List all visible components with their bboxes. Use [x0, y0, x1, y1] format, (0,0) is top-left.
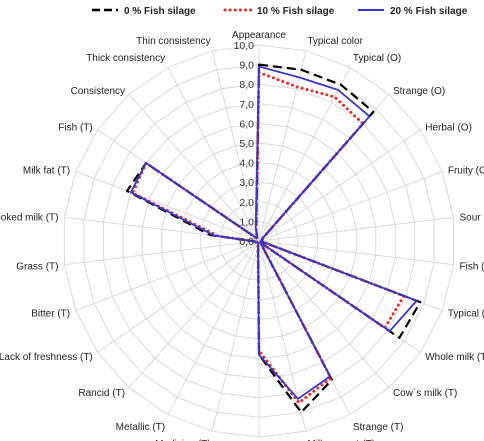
axis-label: Typical (T)	[448, 309, 484, 320]
axis-label: Medicine (T)	[155, 439, 211, 441]
tick-label: 1,0	[239, 216, 254, 228]
grid-spoke	[75, 240, 260, 311]
axis-label: Milk fat (T)	[23, 165, 70, 176]
series-line	[125, 63, 422, 414]
grid-spoke	[75, 171, 260, 242]
grid-spoke	[64, 240, 260, 266]
tick-label: 9,0	[239, 60, 254, 72]
tick-label: 3,0	[239, 177, 254, 189]
axis-labels: Appearance Typical color Typical (O) Strang…	[0, 30, 484, 441]
axis-label: Fish (T)	[58, 122, 92, 133]
grid-spoke	[128, 240, 260, 389]
axis-label: Appearance	[232, 30, 286, 41]
series-line	[129, 65, 418, 400]
tick-label: 7,0	[239, 99, 254, 111]
grid-spoke	[258, 240, 390, 389]
axis-label: Whole milk (T)	[425, 352, 484, 363]
tick-label: 10,0	[234, 40, 255, 52]
axis-label: Thick consistency	[86, 53, 165, 64]
grid-spoke	[211, 240, 260, 432]
tick-label: 8,0	[239, 79, 254, 91]
axis-label: Typical color	[307, 36, 363, 47]
axis-label: Strange (O)	[393, 86, 445, 97]
axis-label: Fruity (O)	[448, 165, 484, 176]
grid-spoke	[211, 50, 260, 242]
axis-label: Milk cream* (T)	[307, 439, 375, 441]
legend: 0 % Fish silage 10 % Fish silage 20 % Fish…	[92, 6, 468, 17]
grid-spoke	[258, 171, 443, 242]
legend-label: 20 % Fish silage	[390, 6, 468, 17]
axis-label: Strange (T)	[353, 422, 404, 433]
tick-label: 0,0	[239, 236, 254, 248]
axis-label: Typical (O)	[353, 53, 401, 64]
axis-label: Herbal (O)	[425, 122, 472, 133]
axis-label: Metallic (T)	[116, 422, 165, 433]
grid-spoke	[258, 240, 454, 266]
grid-spoke	[167, 67, 260, 242]
axis-label: Thin consistency	[136, 36, 210, 47]
axis-label: Sour (O)	[460, 213, 484, 224]
series-group	[125, 63, 422, 414]
grid-spoke	[167, 240, 260, 415]
tick-label: 5,0	[239, 138, 254, 150]
grid-spoke	[128, 93, 260, 242]
radial-ticks: 0,0 1,0 2,0 3,0 4,0 5,0 6,0 7,0 8,0 9,0 10,0	[234, 40, 255, 248]
axis-label: Consistency	[71, 86, 125, 97]
axis-label: Grass (T)	[16, 261, 58, 272]
grid-spoke	[97, 240, 260, 353]
tick-label: 6,0	[239, 118, 254, 130]
grid-spoke	[258, 50, 307, 242]
axis-label: Cooked milk (T)	[0, 213, 58, 224]
legend-label: 0 % Fish silage	[124, 6, 196, 17]
grid-spoke	[258, 216, 454, 242]
tick-label: 4,0	[239, 158, 254, 170]
axis-label: Rancid (T)	[78, 388, 125, 399]
legend-label: 10 % Fish silage	[257, 6, 335, 17]
tick-label: 2,0	[239, 197, 254, 209]
axis-label: Cow´s milk (T)	[393, 387, 457, 399]
grid-spoke	[258, 67, 351, 242]
axis-label: Bitter (T)	[31, 309, 70, 320]
axis-label: Lack of freshness (T)	[0, 352, 93, 363]
grid-spoke	[258, 129, 421, 242]
axis-label: Fish (O)	[460, 261, 484, 272]
